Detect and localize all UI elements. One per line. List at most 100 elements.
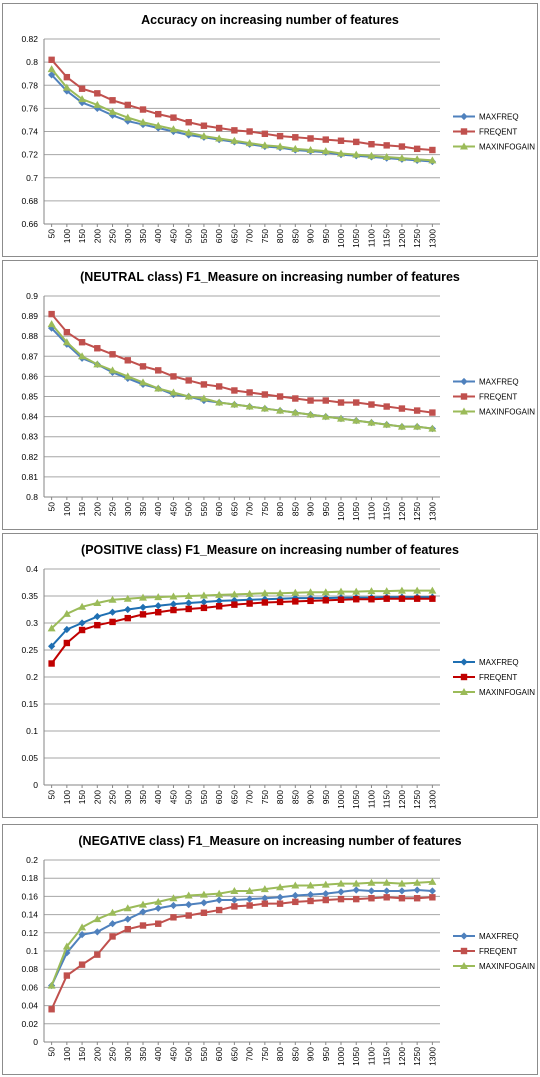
data-point bbox=[292, 598, 299, 605]
x-tick-label: 1100 bbox=[366, 790, 376, 809]
data-point bbox=[291, 891, 299, 900]
data-point bbox=[413, 886, 421, 894]
data-point bbox=[291, 588, 300, 596]
data-point bbox=[352, 150, 361, 158]
x-tick-label: 1050 bbox=[351, 229, 361, 248]
data-point bbox=[429, 595, 436, 602]
data-point bbox=[337, 587, 345, 595]
data-point bbox=[383, 142, 390, 149]
data-point bbox=[413, 586, 422, 594]
data-point bbox=[413, 422, 422, 430]
y-tick-label: 0.89 bbox=[21, 311, 38, 321]
data-point bbox=[108, 595, 117, 603]
y-tick-label: 0.87 bbox=[21, 351, 38, 361]
x-tick-label: 700 bbox=[245, 502, 255, 516]
data-point bbox=[261, 130, 269, 138]
data-point bbox=[322, 136, 329, 143]
data-point bbox=[398, 895, 406, 902]
x-tick-label: 550 bbox=[199, 790, 209, 804]
data-point bbox=[169, 901, 178, 910]
data-point bbox=[109, 351, 116, 358]
data-point bbox=[184, 128, 193, 136]
data-point bbox=[78, 352, 87, 360]
series-line bbox=[50, 597, 433, 665]
y-tick-label: 0.68 bbox=[21, 196, 38, 206]
data-point bbox=[292, 395, 299, 402]
series-freqent bbox=[48, 310, 436, 416]
positive-f1-chart-panel: (POSITIVE class) F1_Measure on increasin… bbox=[2, 533, 538, 818]
data-point bbox=[276, 393, 284, 400]
y-tick-label: 0.2 bbox=[26, 672, 38, 682]
data-point bbox=[139, 611, 147, 618]
data-point bbox=[428, 424, 437, 432]
x-tick-label: 1000 bbox=[336, 790, 346, 809]
data-point bbox=[78, 923, 87, 931]
data-point bbox=[292, 134, 299, 141]
data-point bbox=[123, 372, 132, 380]
data-point bbox=[231, 387, 238, 394]
data-point bbox=[230, 896, 238, 904]
data-point bbox=[276, 142, 285, 150]
x-tick-label: 100 bbox=[62, 229, 72, 243]
y-tick-label: 0.14 bbox=[21, 910, 38, 920]
y-tick-label: 0.82 bbox=[21, 452, 38, 462]
x-tick-label: 100 bbox=[62, 502, 72, 516]
data-point bbox=[429, 146, 436, 154]
x-tick-label: 1100 bbox=[366, 229, 376, 248]
data-point bbox=[276, 406, 285, 414]
data-point bbox=[200, 598, 208, 606]
x-tick-label: 350 bbox=[138, 1047, 148, 1061]
x-tick-label: 250 bbox=[108, 502, 118, 516]
data-point bbox=[382, 152, 391, 160]
x-tick-label: 650 bbox=[229, 502, 239, 516]
data-point bbox=[215, 124, 223, 132]
data-point bbox=[397, 586, 406, 594]
data-point bbox=[276, 589, 285, 597]
data-point bbox=[155, 367, 162, 374]
legend-label: MAXINFOGAIN bbox=[479, 408, 535, 417]
y-tick-label: 0.1 bbox=[26, 726, 38, 736]
data-point bbox=[184, 392, 193, 400]
x-tick-label: 800 bbox=[275, 790, 285, 804]
x-tick-label: 200 bbox=[92, 229, 102, 243]
data-point bbox=[200, 604, 208, 612]
data-point bbox=[169, 600, 178, 608]
x-tick-label: 300 bbox=[123, 229, 133, 243]
data-point bbox=[276, 900, 284, 907]
data-point bbox=[124, 925, 131, 933]
x-tick-label: 100 bbox=[62, 1047, 72, 1061]
data-point bbox=[170, 373, 177, 380]
x-tick-label: 1300 bbox=[427, 229, 437, 248]
data-point bbox=[383, 887, 391, 895]
series-line bbox=[50, 889, 433, 987]
negative-f1-chart: (NEGATIVE class) F1_Measure on increasin… bbox=[21, 834, 535, 1066]
data-point bbox=[63, 972, 71, 979]
x-tick-label: 850 bbox=[290, 229, 300, 243]
x-tick-label: 450 bbox=[168, 790, 178, 804]
data-point bbox=[383, 595, 390, 602]
data-point bbox=[108, 107, 117, 115]
data-point bbox=[94, 951, 101, 958]
accuracy-chart: Accuracy on increasing number of feature… bbox=[21, 13, 535, 248]
data-point bbox=[337, 137, 345, 144]
data-point bbox=[246, 902, 253, 909]
data-point bbox=[245, 886, 254, 894]
data-point bbox=[260, 885, 269, 893]
series-maxinfogain bbox=[47, 877, 437, 989]
series-line bbox=[50, 74, 433, 163]
data-point bbox=[78, 961, 86, 968]
data-point bbox=[63, 949, 71, 957]
legend-item-maxinfogain: MAXINFOGAIN bbox=[453, 142, 535, 152]
legend-label: MAXINFOGAIN bbox=[479, 962, 535, 971]
x-tick-label: 1000 bbox=[336, 502, 346, 521]
data-point bbox=[78, 626, 86, 634]
x-tick-label: 350 bbox=[138, 502, 148, 516]
legend-marker bbox=[460, 932, 468, 940]
x-tick-label: 350 bbox=[138, 790, 148, 804]
y-tick-label: 0.2 bbox=[26, 855, 38, 865]
data-point bbox=[291, 594, 299, 602]
data-point bbox=[124, 915, 132, 923]
data-point bbox=[261, 599, 269, 606]
data-point bbox=[429, 409, 436, 416]
data-point bbox=[337, 414, 345, 422]
